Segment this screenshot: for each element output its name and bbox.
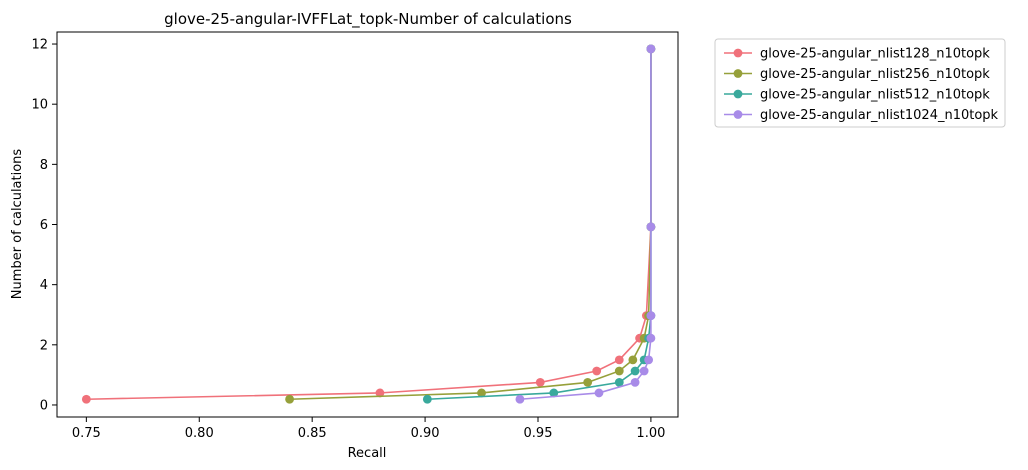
data-point (285, 394, 294, 404)
y-tick-label: 12 (31, 38, 48, 53)
data-point (535, 378, 545, 387)
legend-label: glove-25-angular_nlist128_n10topk (760, 47, 990, 62)
y-tick-label: 0 (40, 398, 48, 413)
x-tick-label: 0.90 (411, 426, 440, 441)
data-point (375, 388, 385, 398)
legend-marker (733, 69, 743, 78)
data-point (422, 394, 432, 404)
data-point (644, 355, 654, 365)
legend-label: glove-25-angular_nlist1024_n10topk (760, 108, 999, 123)
legend-marker (733, 110, 743, 119)
data-point (614, 355, 624, 365)
legend-frame (714, 38, 1006, 128)
legend-item: glove-25-angular_nlist128_n10topk (724, 47, 990, 62)
plot-frame (56, 31, 679, 418)
chart-title: glove-25-angular-IVFFLat_topk-Number of … (164, 10, 572, 29)
data-point (628, 355, 638, 365)
x-tick-label: 0.95 (524, 426, 553, 441)
data-point (630, 378, 640, 387)
x-axis-label: Recall (348, 446, 387, 461)
y-tick-label: 8 (40, 158, 48, 173)
data-point (549, 388, 559, 398)
legend-item: glove-25-angular_nlist256_n10topk (724, 67, 990, 82)
plot-area (56, 31, 679, 418)
data-point (477, 388, 486, 398)
data-point (646, 311, 656, 321)
y-tick-label: 2 (40, 338, 48, 353)
data-point (646, 44, 656, 54)
legend-marker (733, 48, 743, 58)
y-tick-label: 6 (40, 218, 48, 233)
y-tick-label: 10 (31, 98, 48, 113)
data-point (81, 394, 91, 404)
legend: glove-25-angular_nlist128_n10topk glove-2… (714, 38, 1006, 128)
series-3 (515, 44, 656, 404)
data-point (630, 366, 640, 376)
legend-marker (733, 89, 743, 99)
x-tick-label: 0.85 (298, 426, 327, 441)
x-tick-label: 0.75 (72, 426, 101, 441)
series-1 (285, 44, 656, 404)
data-point (583, 378, 593, 387)
x-tick-label: 1.00 (636, 426, 665, 441)
data-point (515, 394, 525, 404)
series-0 (81, 44, 656, 404)
data-point (646, 222, 656, 232)
data-point (614, 378, 624, 387)
x-tick-label: 0.80 (185, 426, 214, 441)
data-point (592, 366, 602, 376)
y-axis-label: Number of calculations (10, 149, 25, 300)
series-line (86, 48, 652, 401)
data-point (639, 366, 649, 376)
series-2 (422, 44, 656, 404)
legend-label: glove-25-angular_nlist256_n10topk (760, 67, 990, 82)
series-line (427, 48, 652, 401)
data-point (614, 366, 624, 376)
data-point (594, 388, 604, 398)
legend-item: glove-25-angular_nlist512_n10topk (724, 88, 990, 103)
y-tick-label: 4 (40, 278, 48, 293)
x-axis: 0.75 0.80 0.85 0.90 0.95 1.00 (72, 417, 665, 441)
y-axis: 0 2 4 6 8 10 12 (31, 38, 57, 413)
series-layer (81, 44, 656, 404)
data-point (646, 333, 656, 343)
legend-item: glove-25-angular_nlist1024_n10topk (724, 108, 999, 123)
series-line (289, 48, 652, 401)
legend-label: glove-25-angular_nlist512_n10topk (760, 88, 990, 103)
